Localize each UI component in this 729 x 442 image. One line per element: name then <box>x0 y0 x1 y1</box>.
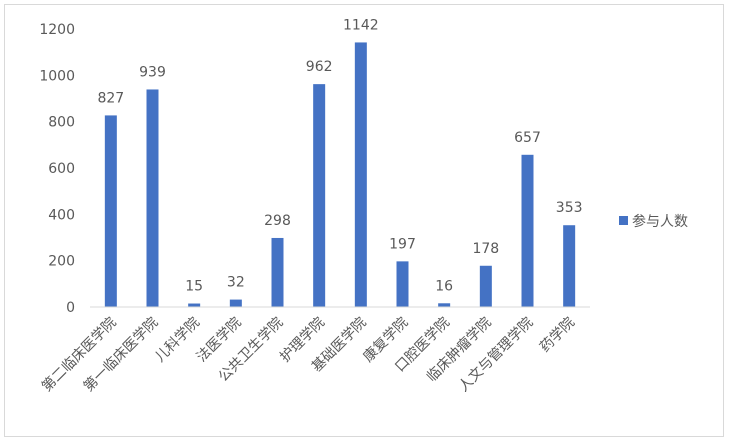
bar <box>313 84 326 308</box>
legend-swatch <box>619 216 628 225</box>
y-tick-label: 400 <box>48 207 75 223</box>
data-label: 353 <box>556 200 583 216</box>
y-tick-label: 1200 <box>39 22 75 38</box>
bar <box>146 89 159 307</box>
data-label: 939 <box>139 64 166 80</box>
bar <box>563 225 576 307</box>
data-label: 178 <box>472 241 499 257</box>
y-tick-label: 600 <box>48 161 75 177</box>
data-label: 827 <box>97 90 124 106</box>
data-label: 657 <box>514 130 541 146</box>
data-label: 15 <box>185 279 203 295</box>
data-label: 298 <box>264 213 291 229</box>
bar <box>188 303 201 307</box>
y-tick-label: 1000 <box>39 68 75 84</box>
x-tick-label: 儿科学院 <box>152 315 203 366</box>
data-label: 962 <box>306 59 333 75</box>
y-tick-label: 200 <box>48 254 75 270</box>
data-label: 197 <box>389 236 416 252</box>
bar <box>521 154 534 307</box>
bar <box>271 237 284 307</box>
data-label: 32 <box>227 275 245 291</box>
x-tick-label: 第二临床医学院 <box>38 314 119 395</box>
x-tick-label: 药学院 <box>537 315 578 356</box>
bar <box>396 261 409 307</box>
bar <box>479 265 492 307</box>
bar <box>229 299 242 307</box>
legend-label: 参与人数 <box>632 213 688 230</box>
y-tick-label: 800 <box>48 115 75 131</box>
chart-frame <box>4 4 724 437</box>
bar <box>104 115 117 307</box>
bar <box>438 303 451 307</box>
x-tick-label: 人文与管理学院 <box>456 315 537 396</box>
data-label: 1142 <box>343 17 379 33</box>
y-tick-label: 0 <box>66 300 75 316</box>
data-label: 16 <box>435 278 453 294</box>
bar <box>354 42 367 307</box>
x-tick-label: 第一临床医学院 <box>80 314 161 395</box>
